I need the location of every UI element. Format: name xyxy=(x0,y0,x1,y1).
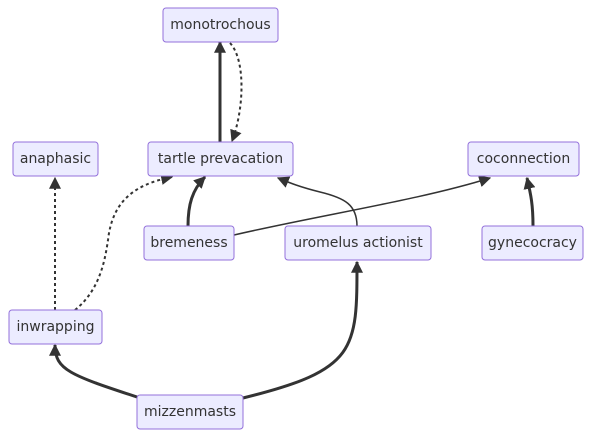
node-label: bremeness xyxy=(150,235,227,251)
node-box xyxy=(143,225,235,261)
node-box xyxy=(284,225,432,261)
node-monotrochous[interactable]: monotrochous xyxy=(162,7,279,43)
node-box xyxy=(481,225,584,261)
edge-uromelus-actionist-to-tartle-prevacation xyxy=(276,176,358,227)
node-label: anaphasic xyxy=(20,151,91,167)
edge-mizzenmasts-to-inwrapping xyxy=(49,343,141,400)
node-mizzenmasts[interactable]: mizzenmasts xyxy=(136,394,244,430)
node-box xyxy=(8,309,103,345)
edge-gynecocracy-to-coconnection xyxy=(523,176,536,227)
node-bremeness[interactable]: bremeness xyxy=(143,225,235,261)
edge-bremeness-to-coconnection xyxy=(233,175,492,236)
node-coconnection[interactable]: coconnection xyxy=(467,141,580,177)
node-tartle-prevacation[interactable]: tartle prevacation xyxy=(147,141,294,177)
node-inwrapping[interactable]: inwrapping xyxy=(8,309,103,345)
node-gynecocracy[interactable]: gynecocracy xyxy=(481,225,584,261)
node-box xyxy=(12,141,99,177)
node-anaphasic[interactable]: anaphasic xyxy=(12,141,99,177)
edges-layer xyxy=(49,40,536,400)
nodes-layer: monotrochous anaphasic tartle prevacatio… xyxy=(8,7,584,430)
node-label: tartle prevacation xyxy=(158,151,283,167)
edge-bremeness-to-tartle-prevacation xyxy=(186,175,207,227)
node-box xyxy=(136,394,244,430)
node-label: coconnection xyxy=(477,151,570,167)
node-box xyxy=(147,141,294,177)
node-label: uromelus actionist xyxy=(293,235,423,251)
node-box xyxy=(162,7,279,43)
node-label: mizzenmasts xyxy=(144,404,236,420)
node-uromelus-actionist[interactable]: uromelus actionist xyxy=(284,225,432,261)
edge-inwrapping-to-tartle-prevacation xyxy=(74,173,174,311)
node-label: monotrochous xyxy=(170,17,270,33)
edge-monotrochous-to-tartle-prevacation xyxy=(229,42,243,143)
node-label: gynecocracy xyxy=(488,235,577,251)
edge-mizzenmasts-to-uromelus-actionist xyxy=(242,260,363,400)
node-box xyxy=(467,141,580,177)
node-label: inwrapping xyxy=(17,319,95,335)
